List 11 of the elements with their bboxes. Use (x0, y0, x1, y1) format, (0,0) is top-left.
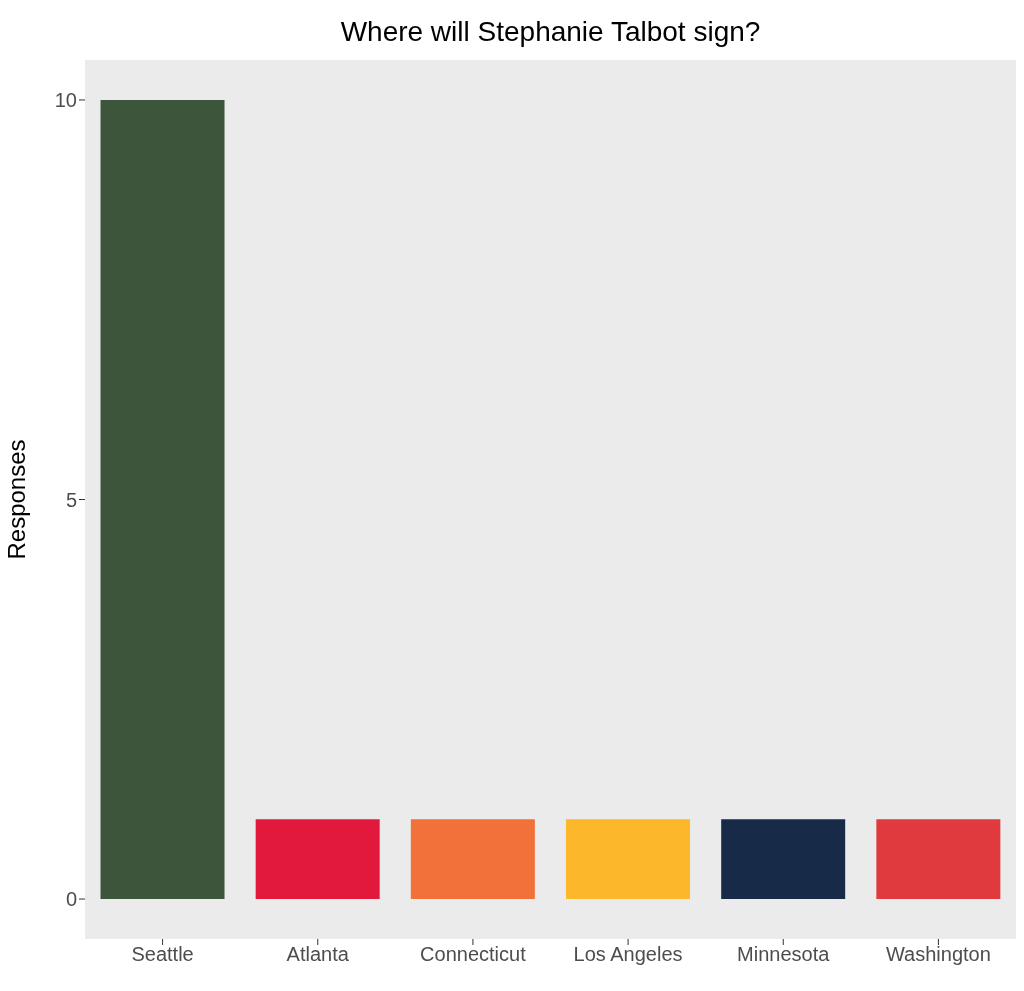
x-tick-label: Minnesota (737, 943, 831, 966)
x-tick-label: Connecticut (420, 943, 527, 966)
y-tick-label: 10 (54, 89, 77, 112)
y-tick-label: 0 (65, 888, 77, 911)
y-tick-label: 5 (65, 488, 77, 511)
x-tick-label: Los Angeles (573, 943, 683, 966)
x-tick-label: Washington (885, 943, 991, 966)
chart-title: Where will Stephanie Talbot sign? (339, 16, 762, 48)
x-tick-label: Atlanta (286, 943, 350, 966)
y-axis-title: Responses (2, 439, 30, 560)
x-tick-label: Seattle (131, 943, 194, 966)
